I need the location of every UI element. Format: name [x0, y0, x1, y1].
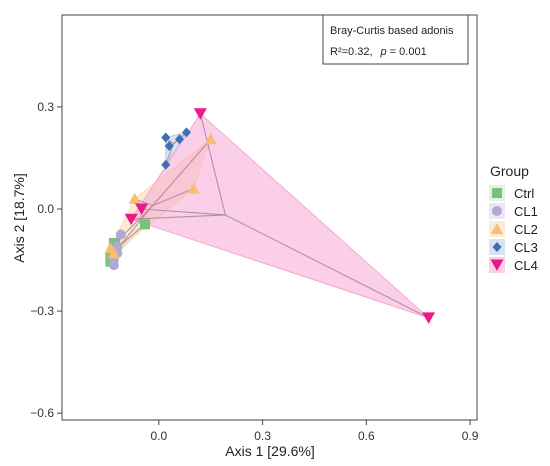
x-axis-title: Axis 1 [29.6%] — [225, 443, 315, 459]
point-cl1-1 — [115, 229, 126, 240]
spoke-cl4-1 — [199, 113, 226, 216]
stats-p-label: p — [380, 46, 387, 58]
spoke-cl4-2 — [225, 214, 429, 319]
stats-r2-label: R²=0.32, — [330, 46, 373, 58]
point-cl3-4 — [164, 141, 174, 152]
x-axis-ticks: 0.0 0.3 0.6 0.9 — [150, 420, 479, 443]
legend-label-ctrl: Ctrl — [514, 186, 534, 201]
point-cl3-2 — [182, 127, 191, 138]
spoke-cl4-4 — [141, 208, 226, 216]
legend-marker-cl3 — [492, 242, 502, 252]
data-points — [104, 108, 436, 324]
spoke-cl4-3 — [131, 214, 226, 220]
point-cl4-3 — [124, 213, 138, 226]
y-axis-title: Axis 2 [18.7%] — [11, 173, 27, 263]
point-cl3-5 — [161, 159, 171, 170]
legend-label-cl3: CL3 — [514, 240, 538, 255]
point-cl4-1 — [193, 108, 207, 120]
x-tick-label: 0.3 — [254, 429, 271, 443]
plot-frame — [61, 14, 478, 421]
legend-marker-cl4 — [490, 259, 504, 271]
stats-annotation-stats: R²=0.32, p = 0.001 — [330, 46, 427, 58]
point-cl4-2 — [422, 312, 436, 324]
x-tick-label: 0.6 — [358, 429, 375, 443]
group-hulls — [109, 112, 429, 319]
spoke-cl2-2 — [152, 188, 194, 207]
legend-label-cl4: CL4 — [514, 258, 538, 273]
legend: Group Ctrl CL1 CL2 CL3 CL4 — [489, 163, 538, 273]
legend-marker-cl2 — [491, 223, 503, 234]
point-cl3-3 — [175, 134, 185, 145]
stats-annotation-box: Bray-Curtis based adonis R²=0.32, p = 0.0… — [322, 14, 469, 65]
y-tick-label: 0.0 — [37, 202, 54, 216]
legend-marker-cl1 — [492, 206, 502, 216]
point-cl4-4 — [135, 203, 149, 215]
point-cl3-1 — [161, 132, 171, 143]
legend-label-cl1: CL1 — [514, 204, 538, 219]
point-cl1-5 — [108, 260, 119, 271]
y-tick-label: −0.3 — [30, 304, 54, 318]
point-cl2-2 — [187, 182, 200, 194]
legend-marker-ctrl — [492, 188, 502, 198]
stats-annotation-title: Bray-Curtis based adonis — [330, 25, 454, 37]
spoke-cl2-1 — [152, 138, 212, 206]
point-cl2-1 — [204, 133, 217, 145]
legend-label-cl2: CL2 — [514, 222, 538, 237]
point-ctrl-1 — [140, 219, 150, 230]
y-axis-ticks: 0.3 0.0 −0.3 −0.6 — [30, 100, 62, 420]
y-tick-label: −0.6 — [30, 406, 54, 420]
x-tick-label: 0.9 — [462, 429, 479, 443]
y-tick-label: 0.3 — [37, 100, 54, 114]
point-cl2-3 — [128, 192, 141, 204]
stats-p-value: = 0.001 — [387, 46, 427, 58]
point-cl2-5 — [107, 247, 120, 259]
x-tick-label: 0.0 — [150, 429, 167, 443]
legend-title: Group — [490, 163, 529, 179]
